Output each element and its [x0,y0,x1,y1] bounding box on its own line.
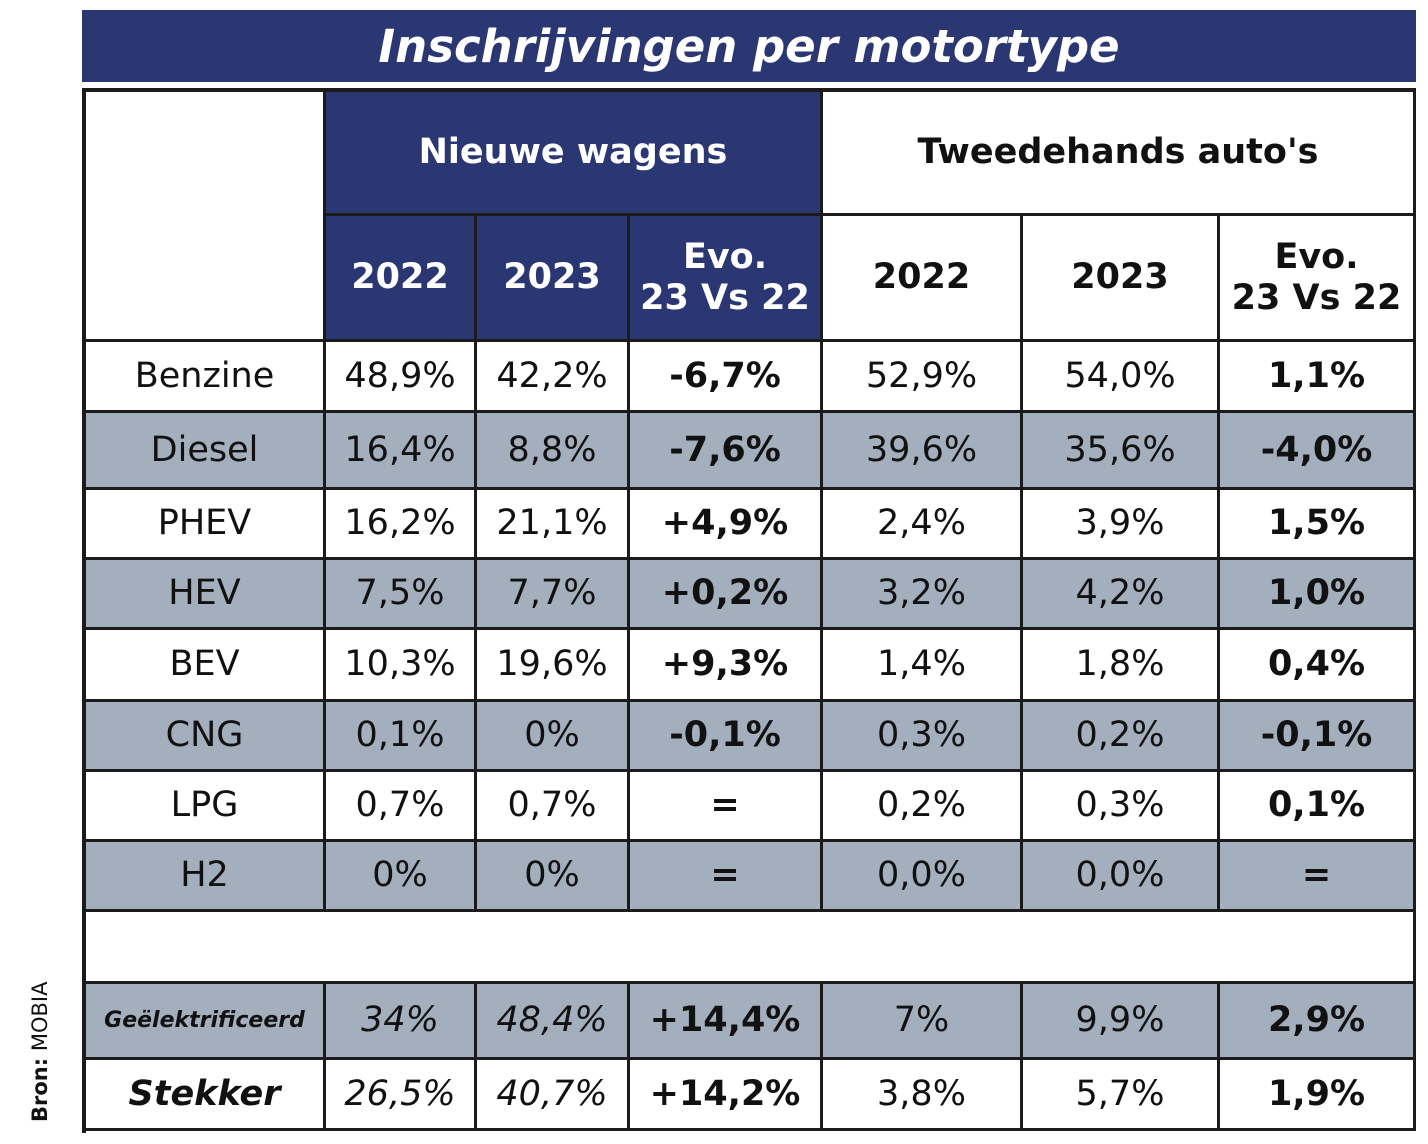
table-cell: 7,5% [326,560,477,630]
group-header-used: Tweedehands auto's [823,92,1416,216]
source-name: MOBIA [28,981,52,1052]
table-cell: 3,8% [823,1060,1023,1131]
evolution-cell: -0,1% [1220,702,1416,772]
table-cell: 8,8% [477,413,630,490]
evolution-cell: = [1220,842,1416,912]
table-cell: 0,7% [477,772,630,842]
evolution-cell: 1,0% [1220,560,1416,630]
evolution-cell: -7,6% [630,413,823,490]
evolution-cell: -4,0% [1220,413,1416,490]
row-label: PHEV [86,490,326,560]
evolution-cell: = [630,772,823,842]
evolution-cell: 1,5% [1220,490,1416,560]
summary-row-label: Geëlektrificeerd [86,984,326,1060]
table-cell: 16,2% [326,490,477,560]
table-cell: 1,8% [1023,630,1220,702]
evolution-cell: +14,4% [630,984,823,1060]
table-cell: 54,0% [1023,342,1220,413]
group-header-new: Nieuwe wagens [326,92,823,216]
table-title: Inschrijvingen per motortype [82,10,1416,82]
summary-row-label: Stekker [86,1060,326,1131]
evolution-cell: = [630,842,823,912]
table-cell: 39,6% [823,413,1023,490]
spacer-row [86,912,1416,984]
evolution-cell: +0,2% [630,560,823,630]
table-cell: 4,2% [1023,560,1220,630]
source-credit: Bron: MOBIA [28,982,52,1122]
evolution-cell: +9,3% [630,630,823,702]
table-cell: 2,4% [823,490,1023,560]
row-label: Diesel [86,413,326,490]
table-cell: 3,2% [823,560,1023,630]
table-cell: 0,2% [823,772,1023,842]
source-label: Bron: [28,1057,52,1122]
table-cell: 0,0% [823,842,1023,912]
table-cell: 1,4% [823,630,1023,702]
table-cell: 40,7% [477,1060,630,1131]
table-cell: 42,2% [477,342,630,413]
evolution-cell: 2,9% [1220,984,1416,1060]
table-cell: 35,6% [1023,413,1220,490]
table-cell: 0,3% [823,702,1023,772]
table-cell: 0,0% [1023,842,1220,912]
table-cell: 0,1% [326,702,477,772]
evolution-cell: 0,1% [1220,772,1416,842]
table-cell: 9,9% [1023,984,1220,1060]
table-cell: 0,3% [1023,772,1220,842]
table-cell: 16,4% [326,413,477,490]
table-cell: 5,7% [1023,1060,1220,1131]
evolution-cell: -6,7% [630,342,823,413]
table-cell: 10,3% [326,630,477,702]
table-cell: 7% [823,984,1023,1060]
evolution-cell: +4,9% [630,490,823,560]
table-cell: 3,9% [1023,490,1220,560]
table-cell: 21,1% [477,490,630,560]
column-header-new-evo: Evo. 23 Vs 22 [630,216,823,342]
table-cell: 52,9% [823,342,1023,413]
row-label: Benzine [86,342,326,413]
evolution-cell: -0,1% [630,702,823,772]
row-label: HEV [86,560,326,630]
evolution-cell: 1,1% [1220,342,1416,413]
table-cell: 48,4% [477,984,630,1060]
row-label: H2 [86,842,326,912]
table-cell: 0,2% [1023,702,1220,772]
table-cell: 48,9% [326,342,477,413]
row-label: BEV [86,630,326,702]
evolution-cell: +14,2% [630,1060,823,1131]
row-label: CNG [86,702,326,772]
table-cell: 0,7% [326,772,477,842]
table-cell: 34% [326,984,477,1060]
table-cell: 26,5% [326,1060,477,1131]
table-cell: 0% [477,842,630,912]
table-cell: 0% [477,702,630,772]
table-cell: 0% [326,842,477,912]
evolution-cell: 0,4% [1220,630,1416,702]
table-cell: 19,6% [477,630,630,702]
evolution-cell: 1,9% [1220,1060,1416,1131]
column-header-used-2022: 2022 [823,216,1023,342]
column-header-used-evo: Evo. 23 Vs 22 [1220,216,1416,342]
column-header-new-2023: 2023 [477,216,630,342]
table-cell: 7,7% [477,560,630,630]
column-header-new-2022: 2022 [326,216,477,342]
header-corner [86,92,326,342]
row-label: LPG [86,772,326,842]
column-header-used-2023: 2023 [1023,216,1220,342]
